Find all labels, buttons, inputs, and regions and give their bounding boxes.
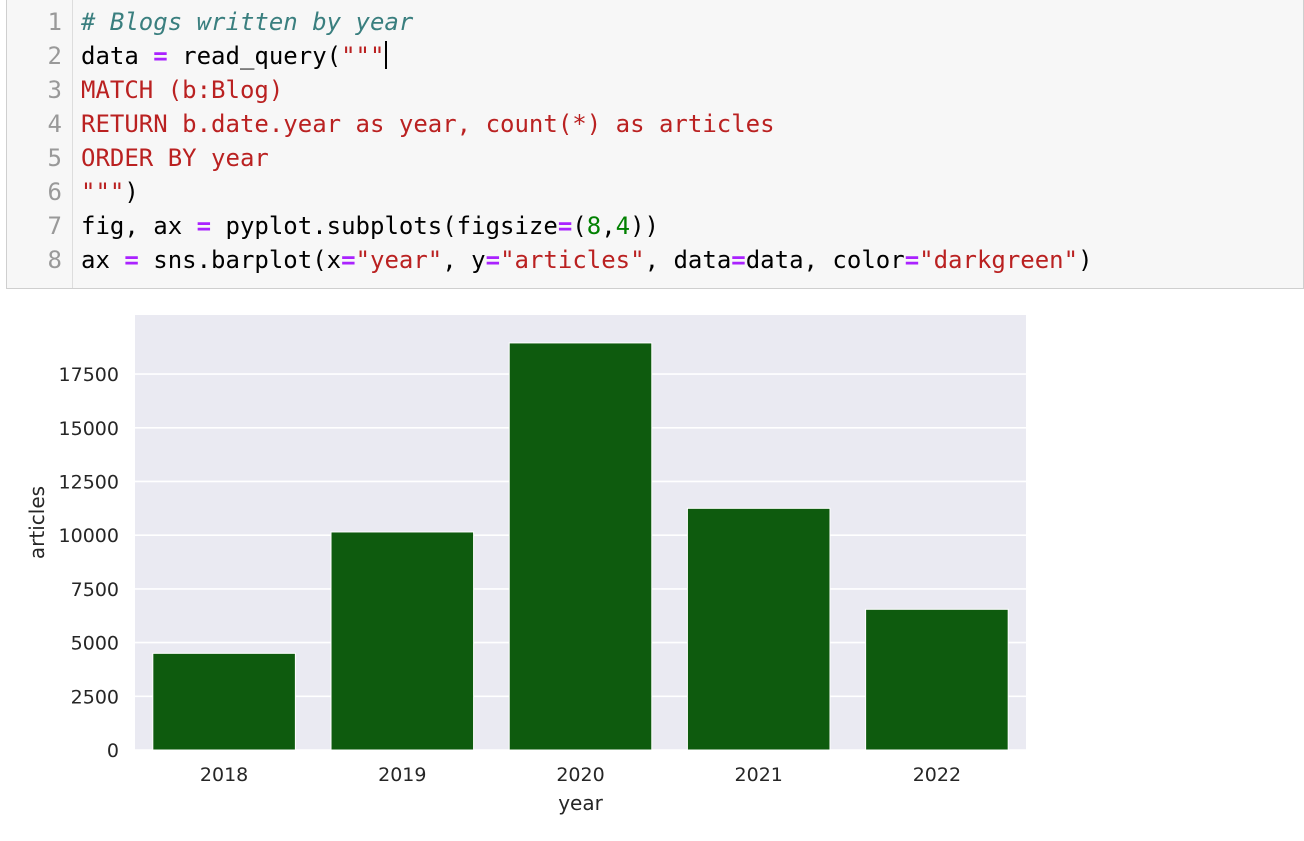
bar-2019 [330, 531, 475, 751]
x-axis-label: year [558, 791, 603, 815]
code-line[interactable]: ORDER BY year [81, 141, 269, 175]
bars [152, 342, 1009, 751]
code-text: ax [81, 246, 125, 274]
code-text: , data [644, 246, 732, 274]
line-number: 2 [47, 42, 62, 70]
code-number: 8 [586, 212, 602, 240]
code-operator: = [731, 246, 746, 274]
y-tick-label: 0 [107, 740, 119, 762]
bar-2018 [152, 652, 296, 751]
code-line[interactable]: ax = sns.barplot(x="year", y="articles",… [81, 243, 1093, 277]
code-string: """ [81, 178, 125, 206]
text-cursor [385, 41, 388, 69]
bar-2022 [865, 608, 1009, 751]
code-operator: = [124, 246, 139, 274]
code-text: )) [630, 212, 659, 240]
y-tick-label: 15000 [59, 418, 119, 440]
code-string: MATCH (b:Blog) [81, 76, 284, 104]
x-tick-label: 2021 [735, 764, 783, 786]
code-text: read_query( [167, 42, 342, 70]
y-tick-label: 10000 [59, 525, 119, 547]
code-line[interactable]: """) [81, 175, 139, 209]
bar-2021 [686, 507, 831, 751]
code-text: sns.barplot(x [138, 246, 342, 274]
y-tick-label: 7500 [71, 579, 119, 601]
code-text: , [601, 212, 616, 240]
code-string: "articles" [500, 246, 645, 274]
y-tick-label: 17500 [59, 364, 119, 386]
y-tick-label: 5000 [71, 633, 119, 655]
code-line[interactable]: RETURN b.date.year as year, count(*) as … [81, 107, 775, 141]
code-operator: = [196, 212, 212, 240]
bar-2020 [508, 342, 653, 751]
line-number: 8 [47, 246, 62, 274]
code-text: data [81, 42, 154, 70]
code-operator: = [341, 246, 356, 274]
line-number: 5 [47, 144, 62, 172]
line-number: 1 [47, 8, 62, 36]
x-tick-label: 2019 [378, 764, 426, 786]
code-line[interactable]: MATCH (b:Blog) [81, 73, 283, 107]
line-number: 6 [47, 178, 62, 206]
code-editor[interactable]: # Blogs written by year data = read_query… [81, 0, 1303, 288]
code-string: RETURN b.date.year as year, count(*) as … [81, 110, 775, 138]
x-tick-label: 2018 [200, 764, 248, 786]
code-line[interactable]: fig, ax = pyplot.subplots(figsize=(8,4)) [81, 209, 659, 243]
code-operator: = [904, 246, 920, 274]
line-number-gutter: 1 2 3 4 5 6 7 8 [7, 0, 73, 288]
code-operator: = [485, 246, 501, 274]
code-text: fig, ax [81, 212, 197, 240]
code-line[interactable]: # Blogs written by year [81, 5, 413, 39]
line-number: 3 [47, 76, 62, 104]
code-operator: = [557, 212, 573, 240]
line-number: 4 [47, 110, 62, 138]
code-comment: # Blogs written by year [81, 8, 414, 36]
code-text: ( [572, 212, 587, 240]
x-tick-label: 2022 [913, 764, 961, 786]
code-string: "year" [355, 246, 443, 274]
code-string: ORDER BY year [81, 144, 269, 172]
code-number: 4 [615, 212, 631, 240]
code-operator: = [153, 42, 168, 70]
y-tick-labels: 0 2500 5000 7500 10000 12500 15000 17500 [59, 364, 119, 762]
x-tick-labels: 2018 2019 2020 2021 2022 [200, 764, 961, 786]
code-cell[interactable]: 1 2 3 4 5 6 7 8 # Blogs written by year data = r… [6, 0, 1304, 289]
code-text: ) [1078, 246, 1093, 274]
code-text: ) [124, 178, 139, 206]
code-text: pyplot.subplots(figsize [211, 212, 558, 240]
code-string: "darkgreen" [919, 246, 1079, 274]
code-line[interactable]: data = read_query(""" [81, 39, 388, 73]
line-number: 7 [47, 212, 62, 240]
code-text: data, color [745, 246, 905, 274]
code-text: , y [442, 246, 486, 274]
y-tick-label: 2500 [71, 686, 119, 708]
y-tick-label: 12500 [59, 471, 119, 493]
y-axis-label: articles [25, 486, 49, 559]
code-string: """ [341, 42, 385, 70]
x-tick-label: 2020 [556, 764, 604, 786]
